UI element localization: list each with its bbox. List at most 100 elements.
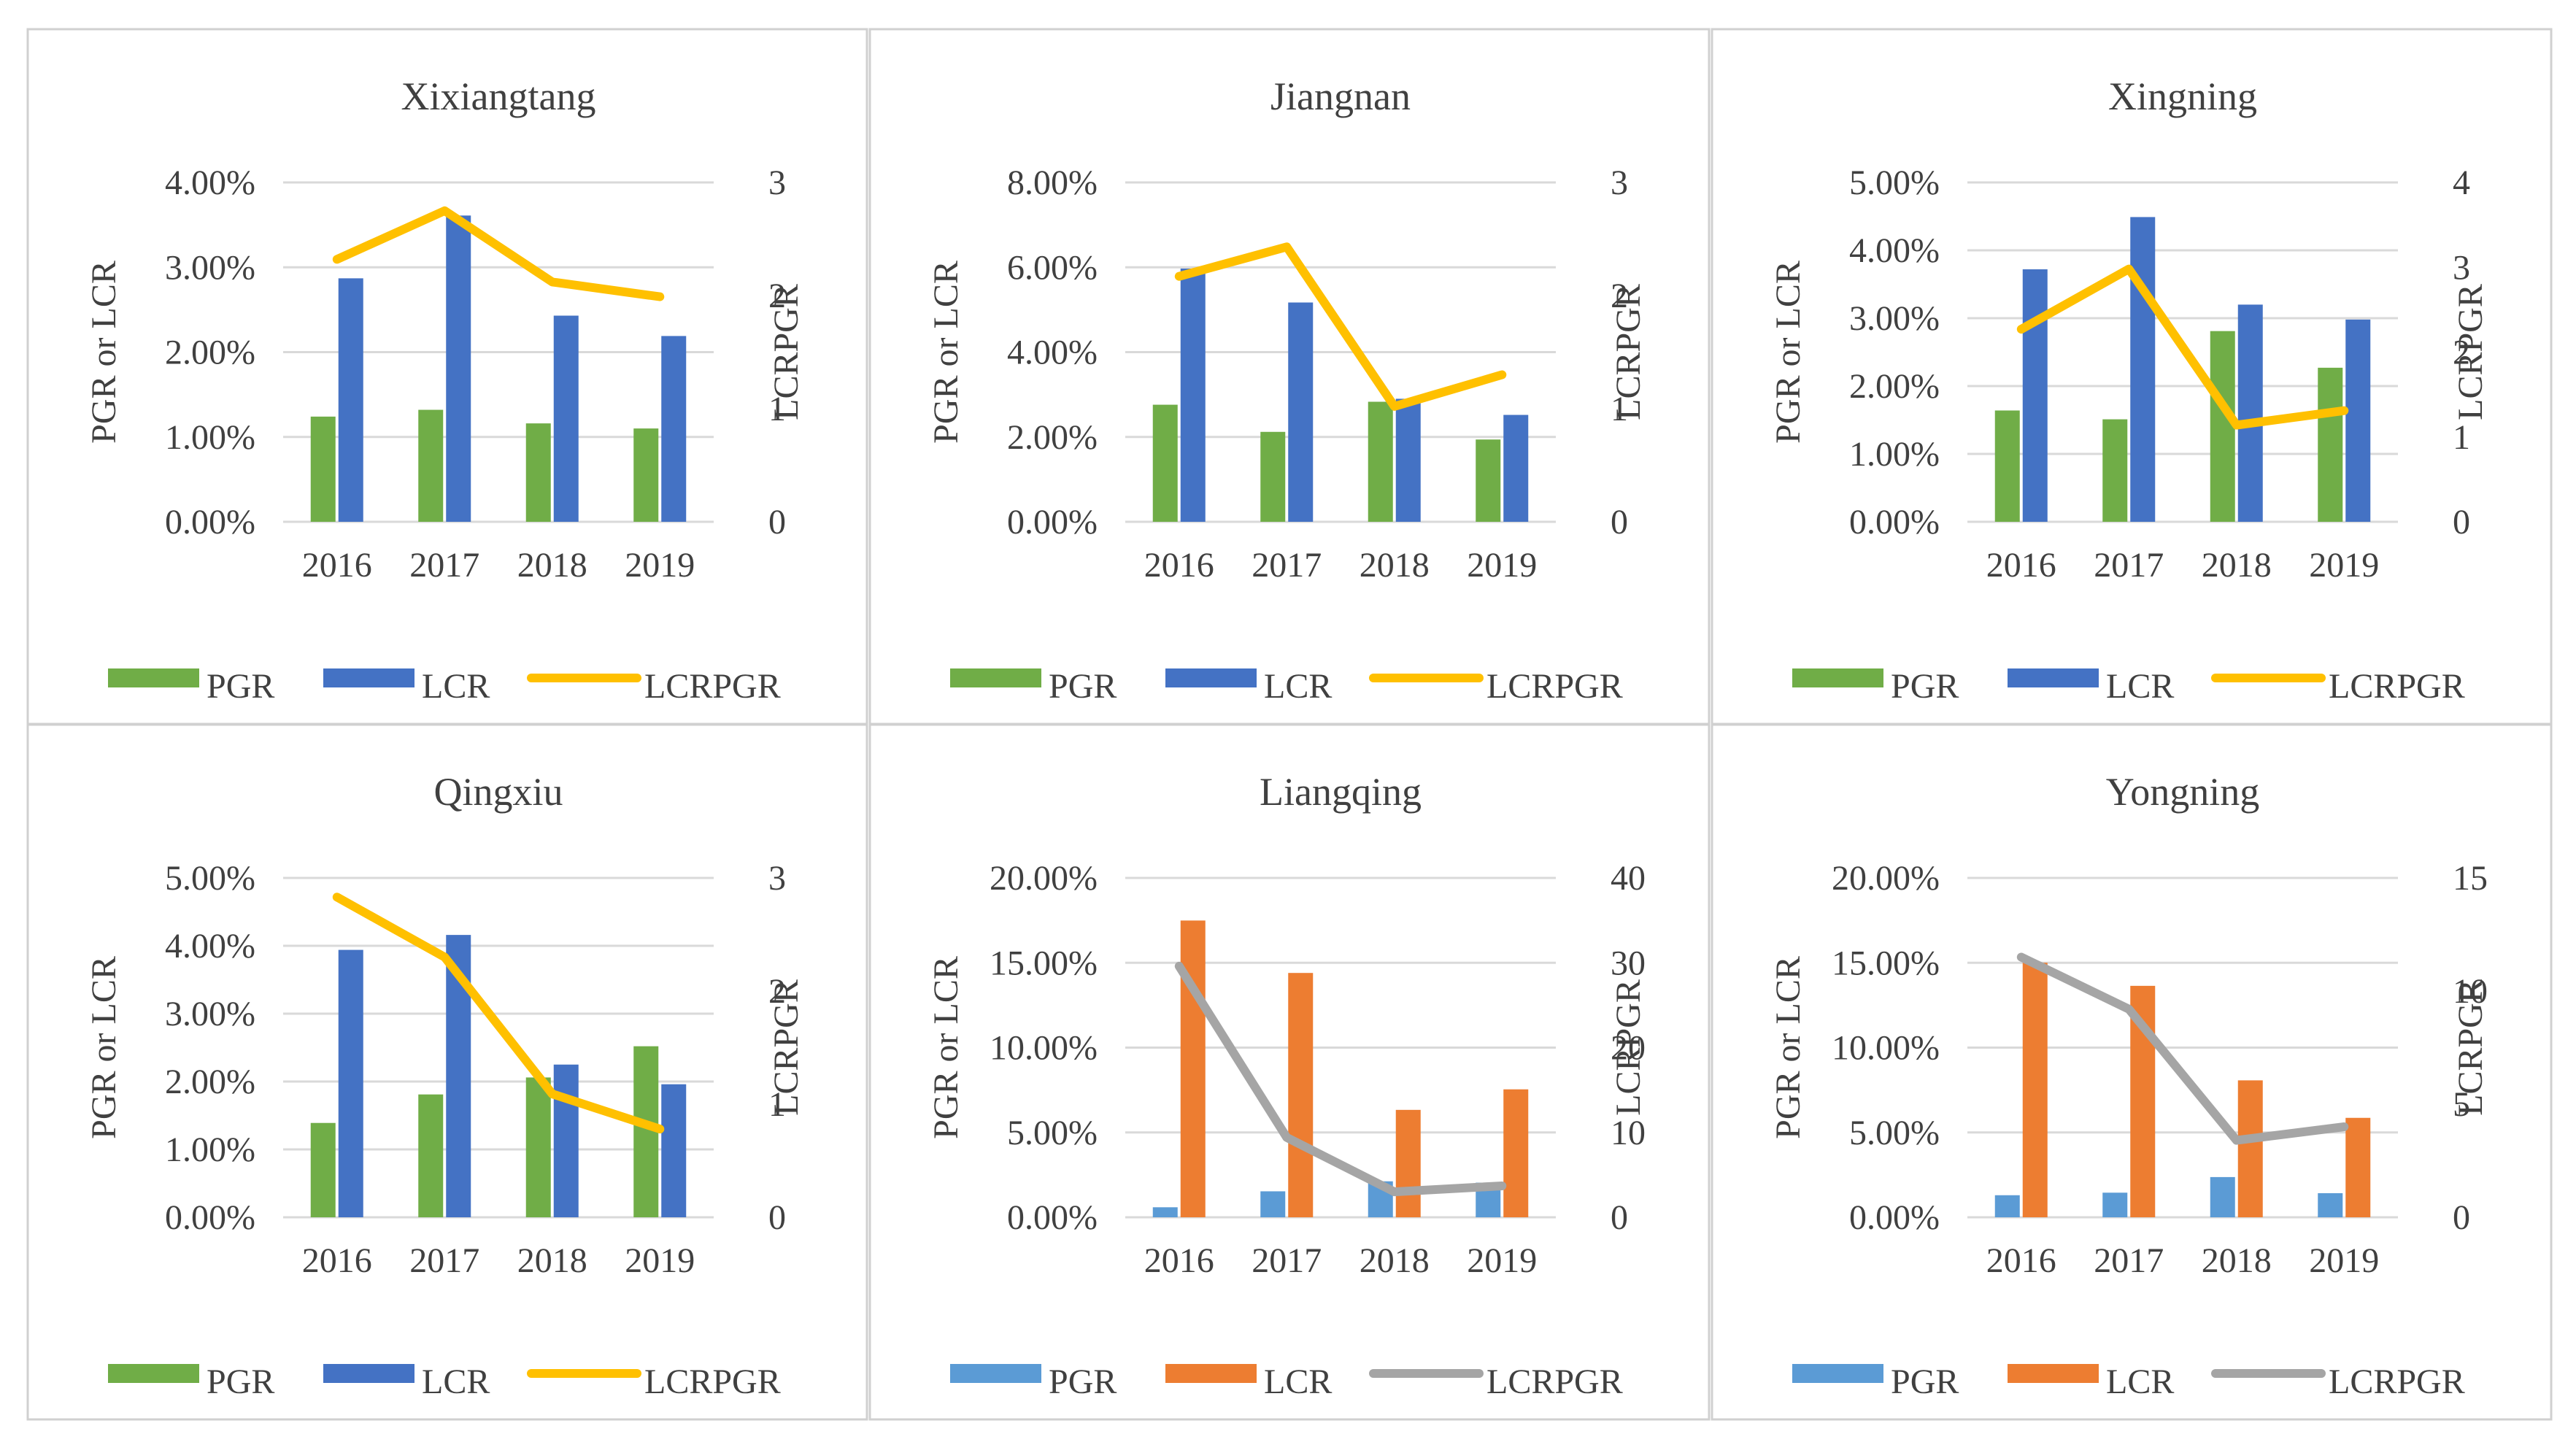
x-tick-label: 2019: [2309, 1241, 2379, 1280]
chart-title: Xingning: [2108, 74, 2257, 118]
legend-label-lcr: LCR: [1264, 1363, 1332, 1401]
bar-pgr-2017: [1260, 1191, 1286, 1217]
y-tick-label: 5.00%: [1849, 163, 1940, 202]
legend-swatch-lcr: [1165, 668, 1257, 687]
bar-lcr-2019: [1503, 1089, 1529, 1217]
x-tick-label: 2018: [517, 1241, 587, 1280]
y-tick-label: 4.00%: [165, 927, 255, 966]
legend-swatch-lcr: [2008, 1364, 2099, 1383]
x-tick-label: 2017: [409, 546, 479, 585]
y-tick-label: 0.00%: [1849, 1198, 1940, 1237]
bar-pgr-2017: [418, 1094, 444, 1217]
y-tick-label: 0.00%: [1007, 1198, 1098, 1237]
y-axis-title: PGR or LCR: [85, 261, 123, 444]
bar-lcr-2019: [1503, 415, 1529, 522]
y2-tick-label: 30: [1611, 944, 1646, 982]
x-tick-label: 2017: [1252, 1241, 1322, 1280]
chart-title: Xixiangtang: [401, 74, 596, 118]
y-tick-label: 5.00%: [1849, 1114, 1940, 1152]
y-tick-label: 3.00%: [165, 995, 255, 1033]
y2-axis-title: LCRPGR: [767, 284, 806, 420]
legend-label-lcrpgr: LCRPGR: [644, 1363, 781, 1401]
bar-pgr-2017: [418, 409, 444, 522]
legend-label-pgr: PGR: [1891, 667, 1959, 706]
legend-label-pgr: PGR: [207, 1363, 274, 1401]
y2-tick-label: 3: [768, 163, 786, 202]
x-tick-label: 2017: [2094, 1241, 2164, 1280]
bar-pgr-2016: [310, 1122, 336, 1217]
legend: PGR LCR LCRPGR: [950, 1363, 1623, 1401]
y2-tick-label: 2: [768, 972, 786, 1011]
line-lcrpgr: [332, 206, 665, 301]
x-tick-label: 2019: [1467, 546, 1537, 585]
y2-tick-label: 4: [2453, 163, 2470, 202]
bar-lcr-2016: [2022, 269, 2048, 522]
y-tick-label: 10.00%: [990, 1029, 1098, 1068]
y-tick-label: 20.00%: [990, 859, 1098, 898]
y2-tick-label: 1: [2453, 418, 2470, 457]
chart-panel-xingning: Xingning 0.00% 1.00% 2.00% 3.00% 4.00% 5.00% 0 1…: [1711, 28, 2553, 725]
y-tick-label: 2.00%: [1007, 418, 1098, 457]
legend-label-pgr: PGR: [1049, 667, 1117, 706]
legend-label-lcrpgr: LCRPGR: [644, 667, 781, 706]
bar-lcr-2016: [1180, 268, 1206, 522]
chart-panel-yongning: Yongning 0.00% 5.00% 10.00% 15.00% 20.00% 0 5 10…: [1711, 723, 2553, 1421]
y2-tick-label: 3: [2453, 248, 2470, 287]
chart-panel-xixiangtang: Xixiangtang 0.00% 1.00% 2.00% 3.00% 4.00% 0 1 2 3…: [26, 28, 868, 725]
bar-lcr-2017: [1288, 302, 1314, 522]
y2-tick-label: 2: [1611, 277, 1628, 315]
legend-label-pgr: PGR: [1891, 1363, 1959, 1401]
bar-lcr-2017: [1288, 973, 1314, 1217]
y2-tick-label: 20: [1611, 1029, 1646, 1068]
y-tick-label: 1.00%: [165, 418, 255, 457]
bar-lcr-2018: [1395, 1109, 1421, 1217]
legend-swatch-lcr: [1165, 1364, 1257, 1383]
y2-tick-label: 0: [2453, 1198, 2470, 1237]
bar-pgr-2018: [2210, 1176, 2235, 1217]
line-lcrpgr: [332, 893, 665, 1134]
bar-pgr-2016: [1994, 410, 2020, 522]
x-tick-label: 2016: [1986, 1241, 2056, 1280]
y-tick-label: 5.00%: [165, 859, 255, 898]
chart-title: Yongning: [2106, 770, 2260, 814]
x-tick-label: 2018: [517, 546, 587, 585]
y-tick-label: 4.00%: [165, 163, 255, 202]
bar-pgr-2018: [525, 423, 551, 522]
y-axis-title: PGR or LCR: [927, 261, 965, 444]
x-tick-label: 2018: [1360, 1241, 1430, 1280]
y2-tick-label: 1: [768, 1085, 786, 1124]
bar-pgr-2017: [1260, 431, 1286, 522]
y-tick-label: 15.00%: [1832, 944, 1940, 982]
bar-pgr-2016: [1152, 404, 1178, 522]
x-tick-label: 2016: [302, 546, 372, 585]
x-tick-label: 2016: [302, 1241, 372, 1280]
x-tick-label: 2017: [409, 1241, 479, 1280]
bar-pgr-2016: [310, 416, 336, 522]
y-tick-label: 6.00%: [1007, 248, 1098, 287]
legend-swatch-pgr: [1792, 668, 1883, 687]
legend-swatch-pgr: [1792, 1364, 1883, 1383]
y-tick-label: 5.00%: [1007, 1114, 1098, 1152]
y-tick-label: 3.00%: [1849, 299, 1940, 338]
y2-tick-label: 0: [768, 503, 786, 541]
x-tick-label: 2016: [1144, 1241, 1214, 1280]
y-tick-label: 10.00%: [1832, 1029, 1940, 1068]
bar-lcr-2018: [2237, 304, 2263, 522]
bar-pgr-2017: [2102, 419, 2128, 522]
y-tick-label: 0.00%: [1007, 503, 1098, 541]
bar-pgr-2019: [633, 428, 659, 522]
y-tick-label: 0.00%: [165, 503, 255, 541]
y2-axis-title: LCRPGR: [2451, 284, 2490, 420]
x-tick-label: 2019: [625, 1241, 695, 1280]
legend-label-lcrpgr: LCRPGR: [2329, 667, 2465, 706]
bar-lcr-2016: [338, 949, 363, 1217]
y2-tick-label: 1: [1611, 390, 1628, 428]
bar-lcr-2018: [553, 1064, 579, 1217]
y-axis-title: PGR or LCR: [927, 956, 965, 1139]
y2-tick-label: 2: [2453, 334, 2470, 372]
y-axis-title: PGR or LCR: [1769, 956, 1808, 1139]
y2-tick-label: 1: [768, 390, 786, 428]
legend: PGR LCR LCRPGR: [108, 1363, 781, 1401]
chart-title: Liangqing: [1260, 770, 1422, 814]
y2-axis-title: LCRPGR: [2451, 979, 2490, 1116]
